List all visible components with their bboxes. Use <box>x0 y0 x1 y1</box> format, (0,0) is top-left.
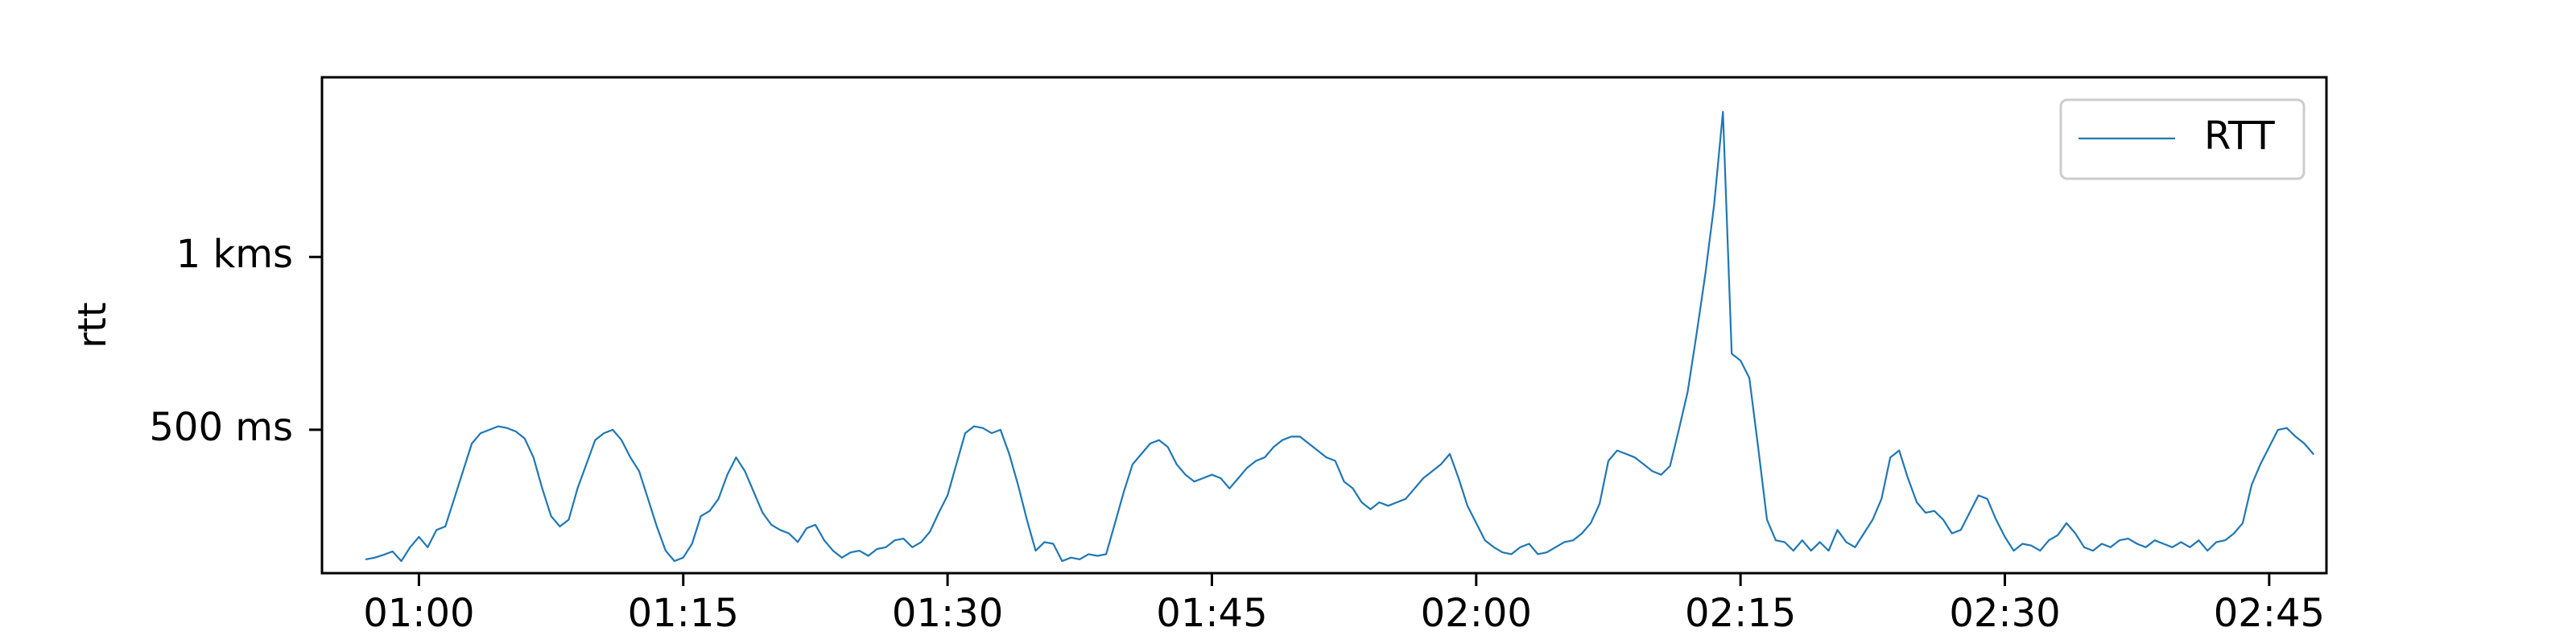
x-tick-label-0130: 01:30 <box>892 591 1003 636</box>
y-axis: 500 ms 1 kms <box>149 232 322 450</box>
x-tick-label-0100: 01:00 <box>363 591 474 636</box>
y-tick-label-500: 500 ms <box>149 405 293 450</box>
legend: RTT <box>2059 98 2306 180</box>
y-tick-label-1000: 1 kms <box>176 232 293 277</box>
legend-label-rtt: RTT <box>2204 114 2275 159</box>
x-axis: 01:00 01:15 01:30 01:45 02:00 02:15 02:30 02:45 <box>363 573 2325 636</box>
plot-area-background <box>322 77 2326 573</box>
x-tick-label-0230: 02:30 <box>1949 591 2060 636</box>
x-tick-label-0145: 01:45 <box>1156 591 1267 636</box>
x-tick-label-0115: 01:15 <box>628 591 739 636</box>
y-axis-label: rtt <box>70 302 115 348</box>
plot-frame <box>320 76 2328 575</box>
x-tick-label-0200: 02:00 <box>1421 591 1532 636</box>
rtt-series-line <box>365 110 2314 563</box>
x-tick-label-0245: 02:45 <box>2214 591 2325 636</box>
legend-box <box>2059 98 2306 180</box>
x-tick-label-0215: 02:15 <box>1685 591 1796 636</box>
